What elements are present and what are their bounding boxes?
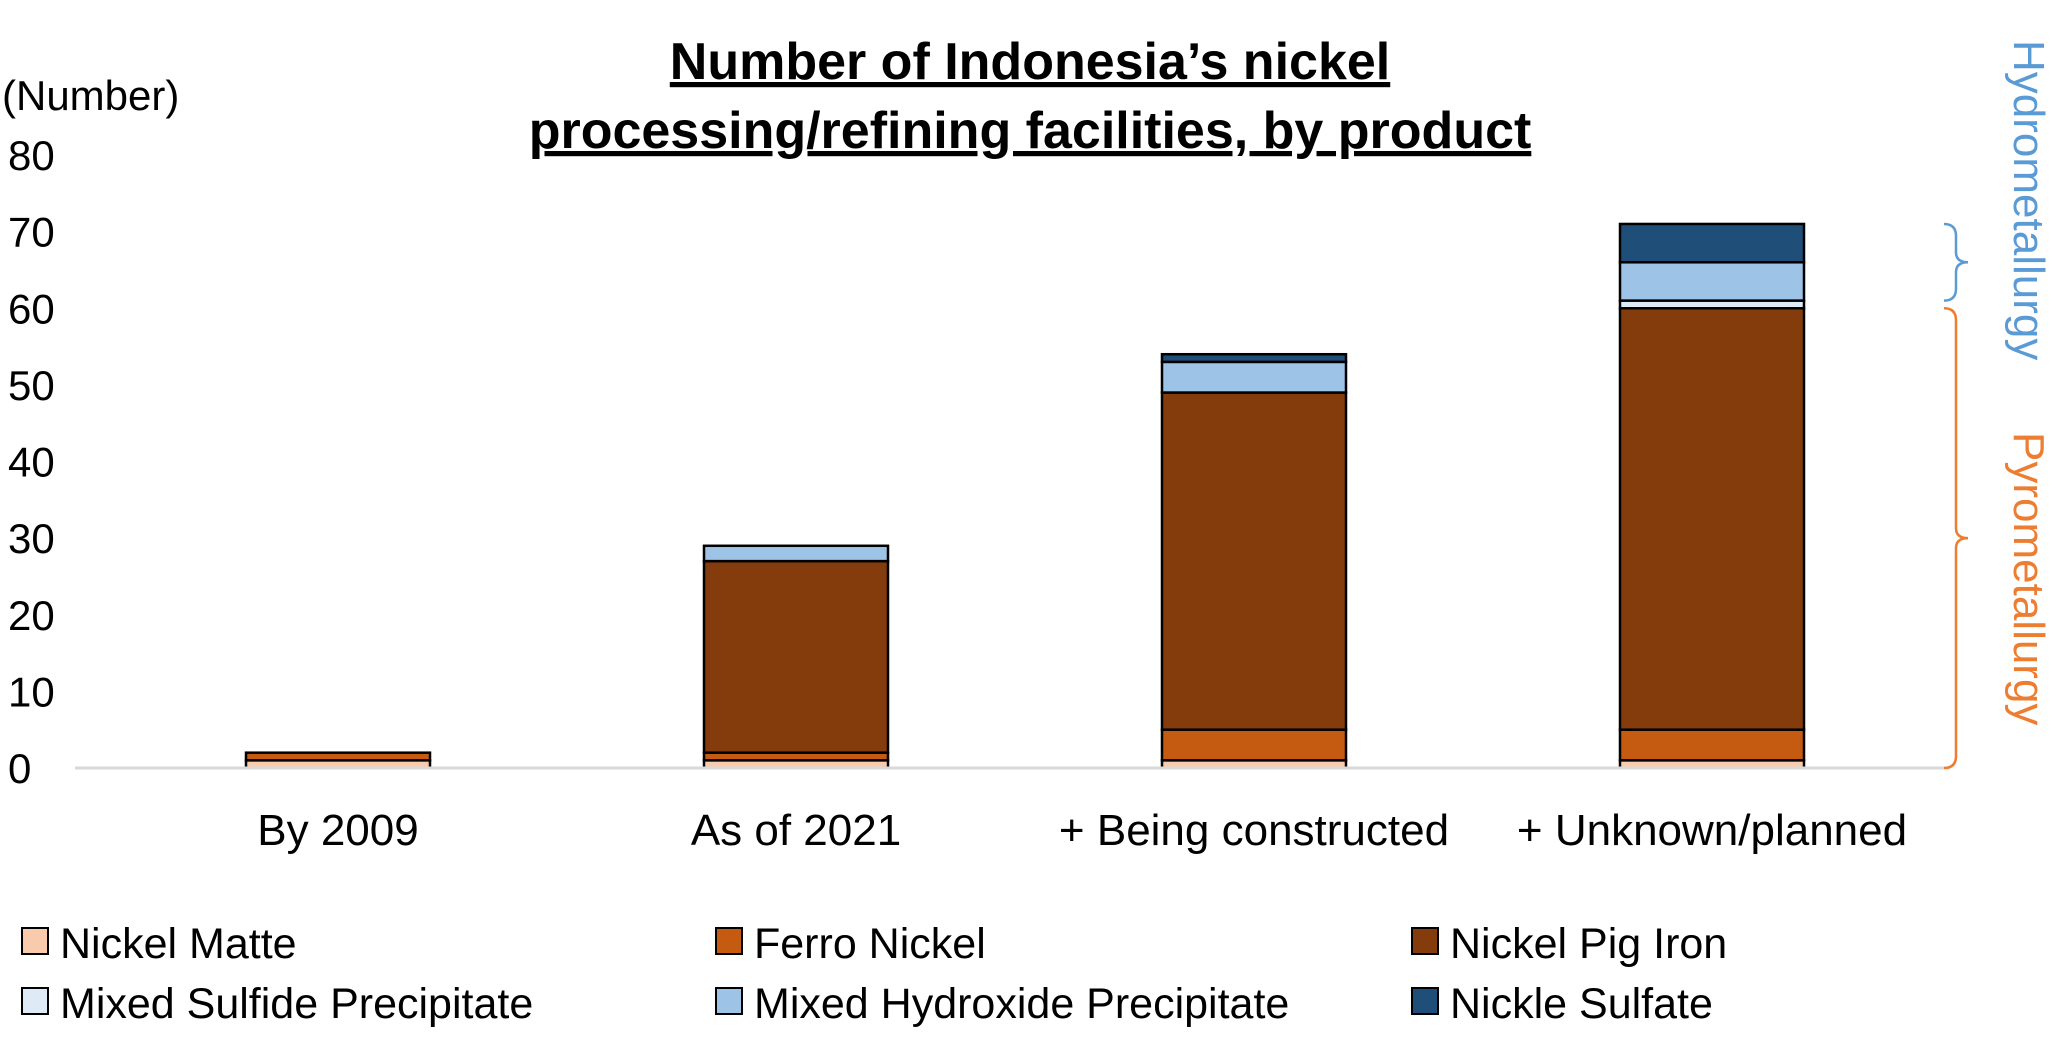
y-axis-ticks: 0 10 20 30 40 50 60 70 80: [8, 132, 55, 792]
bar-segment: [1160, 352, 1348, 364]
chart-title-line-2: processing/refining facilities, by produ…: [529, 102, 1532, 160]
y-tick-label: 0: [8, 745, 31, 792]
bar-segment: [1618, 222, 1806, 264]
bar-stack: [244, 751, 432, 770]
group-label-hydrometallurgy: Hydrometallurgy: [2004, 40, 2053, 360]
group-label-pyrometallurgy: Pyrometallurgy: [2004, 432, 2053, 725]
chart-title: Number of Indonesia’s nickel processing/…: [529, 33, 1532, 160]
y-tick-label: 30: [8, 515, 55, 562]
legend-swatch: [21, 987, 49, 1015]
legend-item: Ferro Nickel: [715, 920, 986, 968]
bar-segment: [1618, 307, 1806, 731]
x-axis-categories: By 2009 As of 2021 + Being constructed + Un…: [257, 806, 1907, 855]
legend-label: Nickel Pig Iron: [1450, 920, 1727, 968]
legend-label: Ferro Nickel: [754, 920, 986, 968]
bar-segment: [1618, 728, 1806, 762]
process-group-brackets: Hydrometallurgy Pyrometallurgy: [1943, 40, 2053, 770]
legend-swatch: [1411, 927, 1439, 955]
bar-segment: [1618, 261, 1806, 302]
bar-stack: [1160, 352, 1348, 770]
y-tick-label: 70: [8, 209, 55, 256]
legend: Nickel Matte Ferro Nickel Nickel Pig Iron M…: [21, 920, 1727, 1028]
legend-swatch: [21, 927, 49, 955]
y-tick-label: 80: [8, 132, 55, 179]
legend-item: Mixed Sulfide Precipitate: [21, 980, 533, 1028]
x-category-label: + Being constructed: [1059, 806, 1449, 855]
legend-item: Nickel Pig Iron: [1411, 920, 1727, 968]
y-axis-unit-label: (Number): [2, 72, 179, 119]
bar-segment: [1160, 728, 1348, 762]
legend-swatch: [1411, 987, 1439, 1015]
x-category-label: + Unknown/planned: [1517, 806, 1907, 855]
legend-label: Nickle Sulfate: [1450, 980, 1713, 1028]
y-tick-label: 20: [8, 592, 55, 639]
bar-segment: [1160, 360, 1348, 394]
legend-label: Nickel Matte: [60, 920, 297, 968]
y-tick-label: 10: [8, 668, 55, 715]
bar-segment: [1160, 391, 1348, 731]
y-tick-label: 60: [8, 285, 55, 332]
group-bracket: [1943, 307, 1969, 770]
x-category-label: As of 2021: [691, 806, 901, 855]
legend-swatch: [715, 987, 743, 1015]
bar-stack: [702, 544, 890, 770]
legend-item: Mixed Hydroxide Precipitate: [715, 980, 1289, 1028]
group-bracket: [1943, 222, 1969, 302]
bar-segment: [702, 544, 890, 563]
legend-item: Nickle Sulfate: [1411, 980, 1713, 1028]
bar-stack: [1618, 222, 1806, 770]
legend-swatch: [715, 927, 743, 955]
bar-segment: [244, 751, 432, 762]
y-tick-label: 50: [8, 362, 55, 409]
legend-label: Mixed Hydroxide Precipitate: [754, 980, 1289, 1028]
legend-item: Nickel Matte: [21, 920, 297, 968]
chart-title-line-1: Number of Indonesia’s nickel: [670, 33, 1390, 91]
legend-label: Mixed Sulfide Precipitate: [60, 980, 533, 1028]
bars: [244, 222, 1806, 770]
y-tick-label: 40: [8, 439, 55, 486]
x-category-label: By 2009: [257, 806, 418, 855]
bar-segment: [702, 559, 890, 754]
